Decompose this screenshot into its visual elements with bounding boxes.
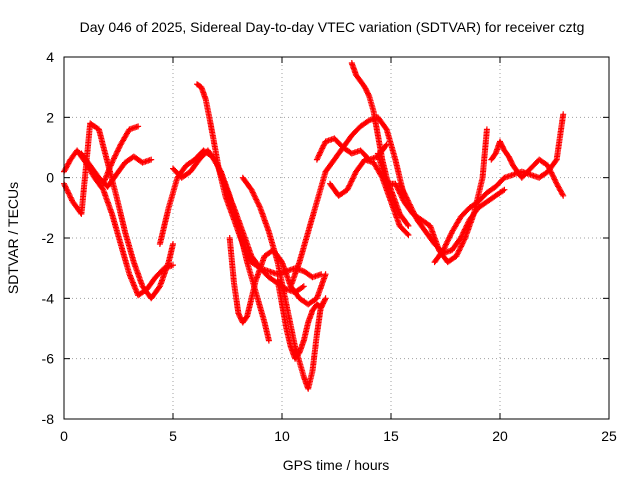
series-arc-3 [78,150,155,190]
x-tick-label: 25 [601,428,617,444]
y-tick-label: 4 [46,49,54,65]
data-point [148,156,155,163]
y-tick-label: -4 [42,290,55,306]
series-arc-4 [100,123,142,187]
data-point [382,142,389,149]
series-arc-9 [239,174,325,392]
y-axis-label: SDTVAR / TECUs [5,182,21,294]
data-point [404,221,411,228]
x-tick-label: 10 [274,428,290,444]
data-point [405,222,412,229]
series-arc-17 [431,111,567,266]
x-tick-label: 0 [60,428,68,444]
chart-title: Day 046 of 2025, Sidereal Day-to-day VTE… [80,19,585,35]
x-tick-label: 5 [169,428,177,444]
data-point [255,200,262,207]
data-point [365,118,371,125]
series-arc-13 [327,156,412,238]
data-point [500,187,507,194]
data-point [383,141,390,148]
series-arc-11 [287,114,408,290]
series-arc-16 [396,180,508,257]
data-point [461,226,468,233]
data-point [552,157,559,164]
x-axis-label: GPS time / hours [283,457,390,473]
data-point [114,148,121,155]
y-tick-label: 2 [46,109,54,125]
data-point [265,337,272,344]
data-point [560,192,567,199]
series-arc-18 [488,138,567,199]
data-point [299,284,306,291]
grid [64,57,609,419]
data-point [243,314,250,321]
y-tick-label: -8 [42,411,55,427]
data-point [405,232,412,238]
series-arc-10 [274,277,329,362]
axis-ticks: 0 5 10 15 20 25 -8 -6 -4 -2 0 2 4 [42,49,617,444]
data-point [553,180,560,187]
data-point [483,126,490,133]
data-point [170,241,176,247]
y-tick-label: 0 [46,170,54,186]
data-point [549,171,555,177]
x-tick-label: 15 [383,428,399,444]
data-point [382,125,389,132]
data-point [170,262,176,269]
data-point [404,230,411,237]
data-point [300,283,307,290]
y-tick-label: -6 [42,351,55,367]
series-arc-8 [226,235,329,326]
data-series [61,60,567,392]
data-point [361,84,368,91]
data-point [320,142,327,149]
data-point [322,271,329,278]
data-point [135,123,142,130]
y-tick-label: -2 [42,230,55,246]
data-point [322,295,329,302]
data-point [501,186,508,193]
data-point [560,111,567,118]
x-tick-label: 20 [492,428,508,444]
